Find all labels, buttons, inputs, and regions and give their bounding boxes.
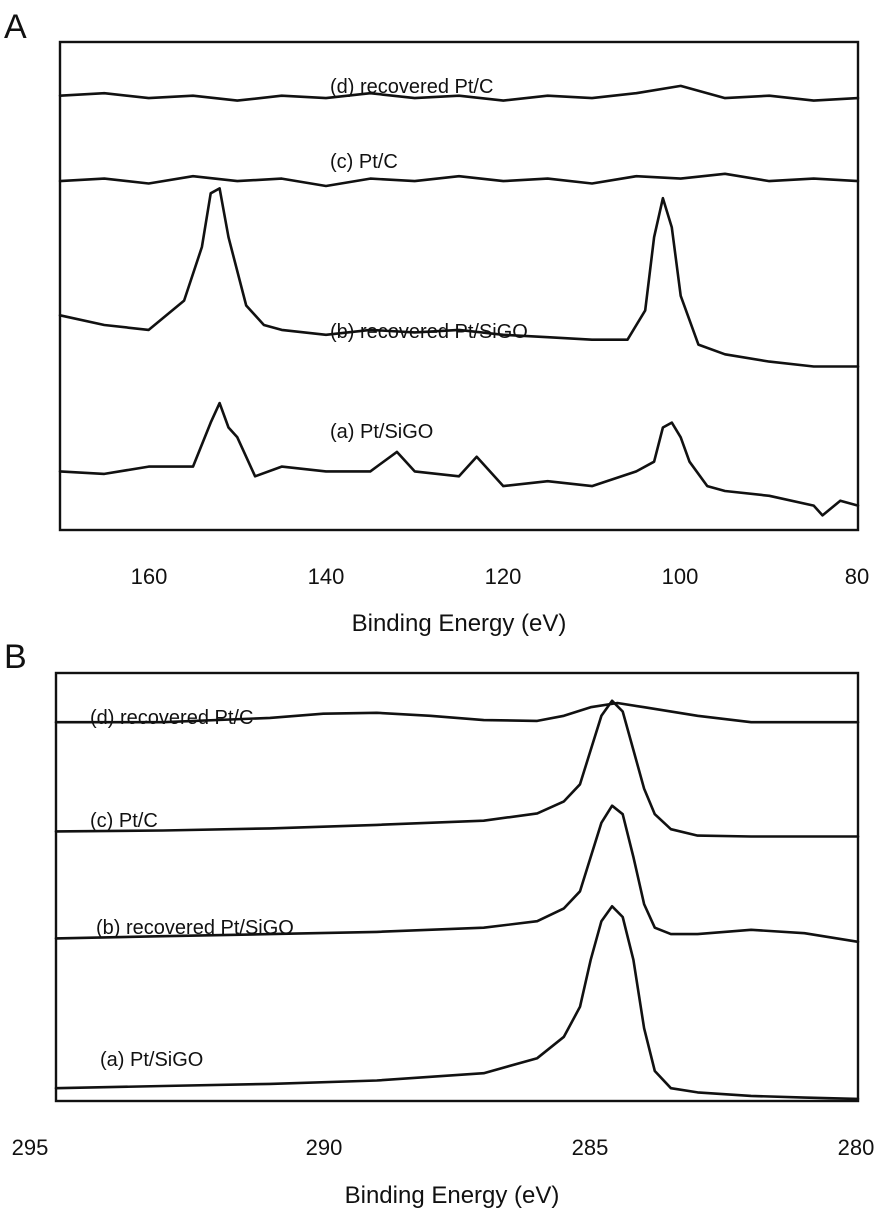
panel-a-traces: [58, 84, 860, 517]
panel-a-series-d-line: [58, 84, 860, 102]
panel-b-xtick-label: 285: [572, 1135, 609, 1160]
panel-b-series-c-line: [54, 699, 860, 838]
panel-a-plot-frame: [58, 40, 860, 532]
panel-a-xtick-label: 100: [662, 564, 699, 589]
panel-b-series-d-line: [54, 701, 860, 724]
panel-b-xtick-label: 280: [838, 1135, 875, 1160]
panel-b-series-b-label: (b) recovered Pt/SiGO: [96, 917, 294, 939]
panel-b-traces: [54, 699, 860, 1101]
panel-b-series-a-label: (a) Pt/SiGO: [100, 1049, 203, 1071]
panel-b-letter: B: [4, 638, 27, 676]
panel-b-xtick-label: 295: [12, 1135, 49, 1160]
panel-a-series-c-line: [58, 172, 860, 188]
panel-a-series-c-label: (c) Pt/C: [330, 151, 398, 173]
panel-a-x-axis-title: Binding Energy (eV): [352, 610, 567, 637]
panel-a-series-d-label: (d) recovered Pt/C: [330, 76, 493, 98]
panel-a-series-a-line: [58, 401, 860, 517]
panel-a-xtick-label: 80: [845, 564, 869, 589]
panel-a: A (d) recovered Pt/C (c) Pt/C (b) recove…: [4, 8, 869, 637]
panel-b-series-a-line: [54, 905, 860, 1101]
panel-b-plot-frame: [54, 671, 860, 1103]
panel-b: B (d) recovered Pt/C (c) Pt/C (b) recove…: [4, 638, 874, 1209]
panel-b-series-c-label: (c) Pt/C: [90, 810, 158, 832]
panel-b-series-d-label: (d) recovered Pt/C: [90, 707, 253, 729]
panel-a-xtick-label: 140: [308, 564, 345, 589]
panel-a-series-b-line: [58, 187, 860, 368]
panel-a-letter: A: [4, 8, 27, 46]
panel-a-xtick-label: 120: [485, 564, 522, 589]
panel-a-series-a-label: (a) Pt/SiGO: [330, 421, 433, 443]
panel-b-xtick-label: 290: [306, 1135, 343, 1160]
panel-a-xtick-label: 160: [131, 564, 168, 589]
panel-b-series-b-line: [54, 804, 860, 944]
panel-a-series-b-label: (b) recovered Pt/SiGO: [330, 321, 528, 343]
panel-b-x-axis-title: Binding Energy (eV): [345, 1182, 560, 1209]
